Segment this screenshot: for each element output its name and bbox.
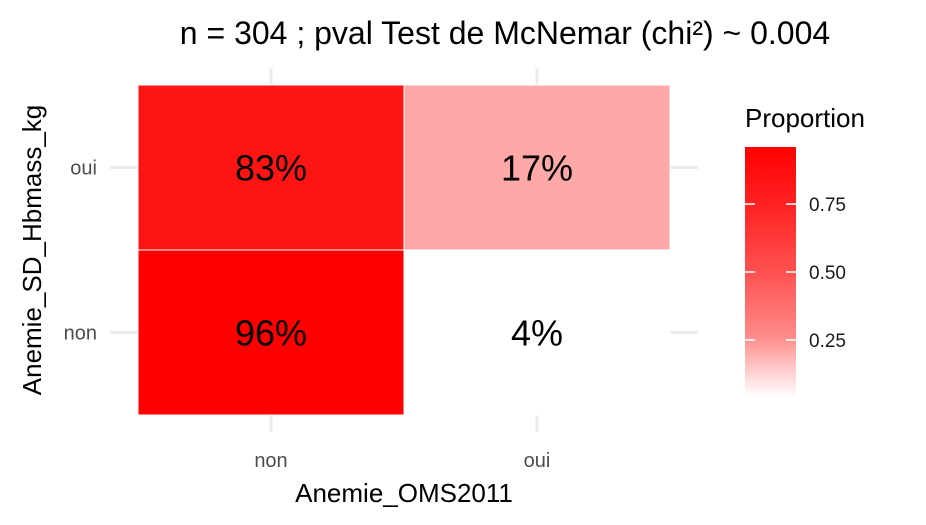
y-tick-label-non: non xyxy=(64,323,97,345)
heatmap-cell-oui-non xyxy=(403,249,671,416)
legend: Proportion 0.25 0.50 0.75 xyxy=(745,103,865,397)
legend-title: Proportion xyxy=(745,103,865,133)
cell-label-non-oui: 83% xyxy=(235,148,307,189)
x-tick-label-oui: oui xyxy=(524,450,551,472)
y-tick-label-oui: oui xyxy=(70,158,97,180)
heatmap-cell-non-oui xyxy=(137,84,405,251)
legend-tick-label-2: 0.75 xyxy=(809,195,846,216)
legend-tick-label-0: 0.25 xyxy=(809,331,846,352)
chart-title: n = 304 ; pval Test de McNemar (chi²) ~ … xyxy=(180,15,830,51)
heatmap-cell-non-non xyxy=(137,249,405,416)
heatmap-cells: 83% 17% 96% 4% xyxy=(137,84,671,416)
cell-label-oui-oui: 17% xyxy=(501,148,573,189)
y-axis-ticks: non oui xyxy=(64,158,97,345)
y-axis-title: Anemie_SD_Hbmass_kg xyxy=(17,105,47,395)
cell-label-non-non: 96% xyxy=(235,313,307,354)
legend-tick-label-1: 0.50 xyxy=(809,263,846,284)
x-axis-title: Anemie_OMS2011 xyxy=(295,478,513,508)
legend-ticks: 0.25 0.50 0.75 xyxy=(745,195,846,352)
x-axis-ticks: non oui xyxy=(254,450,550,472)
cell-label-oui-non: 4% xyxy=(511,313,563,354)
x-tick-label-non: non xyxy=(254,450,287,472)
